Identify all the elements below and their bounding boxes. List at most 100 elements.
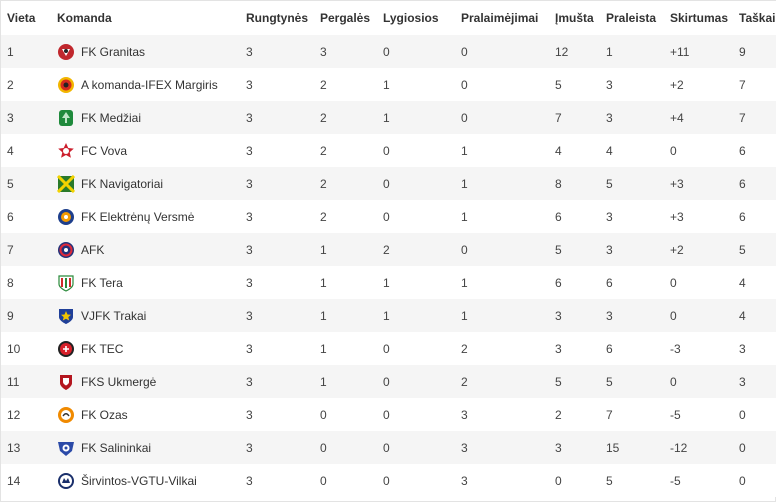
header-drawn[interactable]: Lygiosios (377, 1, 455, 35)
goal-difference-cell: 0 (670, 374, 677, 389)
drawn-cell: 0 (383, 143, 390, 158)
table-row[interactable]: 4 FC Vova 3 2 0 1 4 4 0 6 (1, 134, 776, 167)
drawn-cell: 1 (383, 77, 390, 92)
team-cell: FC Vova (51, 134, 240, 167)
won-cell: 1 (320, 275, 327, 290)
table-row[interactable]: 12 FK Ozas 3 0 0 3 2 7 -5 0 (1, 398, 776, 431)
goals-for-cell: 6 (555, 275, 562, 290)
team-link[interactable]: FK TEC (57, 340, 240, 358)
team-link[interactable]: FK Ozas (57, 406, 240, 424)
goals-for-cell: 5 (555, 77, 562, 92)
table-row[interactable]: 8 FK Tera 3 1 1 1 6 6 0 4 (1, 266, 776, 299)
won-cell: 2 (320, 110, 327, 125)
team-link[interactable]: FK Medžiai (57, 109, 240, 127)
header-team[interactable]: Komanda (51, 1, 240, 35)
played-cell: 3 (246, 440, 253, 455)
lost-cell: 1 (461, 308, 468, 323)
header-goals-against[interactable]: Praleista (600, 1, 664, 35)
team-cell: FK Granitas (51, 35, 240, 68)
team-name: Širvintos-VGTU-Vilkai (81, 473, 197, 488)
team-name: FK Granitas (81, 44, 146, 59)
played-cell: 3 (246, 77, 253, 92)
team-cell: AFK (51, 233, 240, 266)
lost-cell: 0 (461, 242, 468, 257)
team-link[interactable]: FK Tera (57, 274, 240, 292)
goals-for-cell: 8 (555, 176, 562, 191)
team-cell: Širvintos-VGTU-Vilkai (51, 464, 240, 497)
header-points[interactable]: Taškai (733, 1, 776, 35)
position-cell: 3 (7, 110, 14, 125)
team-link[interactable]: AFK (57, 241, 240, 259)
goal-difference-cell: -5 (670, 473, 681, 488)
header-lost[interactable]: Pralaimėjimai (455, 1, 549, 35)
team-name: FK TEC (81, 341, 124, 356)
table-row[interactable]: 9 VJFK Trakai 3 1 1 1 3 3 0 4 (1, 299, 776, 332)
goal-difference-cell: 0 (670, 275, 677, 290)
drawn-cell: 1 (383, 308, 390, 323)
played-cell: 3 (246, 242, 253, 257)
team-link[interactable]: FK Granitas (57, 43, 240, 61)
header-played[interactable]: Rungtynės (240, 1, 314, 35)
team-name: FK Navigatoriai (81, 176, 164, 191)
points-cell: 3 (739, 374, 746, 389)
team-link[interactable]: FKS Ukmergė (57, 373, 240, 391)
goals-against-cell: 4 (606, 143, 613, 158)
lost-cell: 0 (461, 110, 468, 125)
header-pos[interactable]: Vieta (1, 1, 51, 35)
table-row[interactable]: 13 FK Salininkai 3 0 0 3 3 15 -12 0 (1, 431, 776, 464)
team-link[interactable]: FK Salininkai (57, 439, 240, 457)
team-name: FK Tera (81, 275, 123, 290)
table-row[interactable]: 14 Širvintos-VGTU-Vilkai 3 0 0 3 0 5 -5 0 (1, 464, 776, 497)
goal-difference-cell: 0 (670, 308, 677, 323)
drawn-cell: 1 (383, 110, 390, 125)
table-row[interactable]: 2 A komanda-IFEX Margiris 3 2 1 0 5 3 +2 7 (1, 68, 776, 101)
goals-for-cell: 2 (555, 407, 562, 422)
team-link[interactable]: FK Elektrėnų Versmė (57, 208, 240, 226)
header-won[interactable]: Pergalės (314, 1, 377, 35)
goal-difference-cell: +3 (670, 209, 684, 224)
goal-difference-cell: +2 (670, 77, 684, 92)
points-cell: 6 (739, 143, 746, 158)
team-link[interactable]: FC Vova (57, 142, 240, 160)
table-row[interactable]: 6 FK Elektrėnų Versmė 3 2 0 1 6 3 +3 6 (1, 200, 776, 233)
won-cell: 2 (320, 77, 327, 92)
team-cell: FKS Ukmergė (51, 365, 240, 398)
won-cell: 0 (320, 407, 327, 422)
salininkai-crest-icon (57, 439, 75, 457)
table-row[interactable]: 11 FKS Ukmergė 3 1 0 2 5 5 0 3 (1, 365, 776, 398)
played-cell: 3 (246, 44, 253, 59)
lost-cell: 0 (461, 77, 468, 92)
goals-against-cell: 5 (606, 473, 613, 488)
position-cell: 8 (7, 275, 14, 290)
team-link[interactable]: A komanda-IFEX Margiris (57, 76, 240, 94)
team-name: FKS Ukmergė (81, 374, 157, 389)
points-cell: 3 (739, 341, 746, 356)
team-name: VJFK Trakai (81, 308, 147, 323)
goals-against-cell: 5 (606, 176, 613, 191)
table-row[interactable]: 10 FK TEC 3 1 0 2 3 6 -3 3 (1, 332, 776, 365)
table-row[interactable]: 1 FK Granitas 3 3 0 0 12 1 +11 9 (1, 35, 776, 68)
won-cell: 0 (320, 440, 327, 455)
position-cell: 2 (7, 77, 14, 92)
team-link[interactable]: Širvintos-VGTU-Vilkai (57, 472, 240, 490)
header-goal-difference[interactable]: Skirtumas (664, 1, 733, 35)
played-cell: 3 (246, 110, 253, 125)
points-cell: 0 (739, 407, 746, 422)
team-cell: A komanda-IFEX Margiris (51, 68, 240, 101)
position-cell: 4 (7, 143, 14, 158)
position-cell: 9 (7, 308, 14, 323)
team-link[interactable]: VJFK Trakai (57, 307, 240, 325)
team-link[interactable]: FK Navigatoriai (57, 174, 240, 193)
team-cell: FK Medžiai (51, 101, 240, 134)
table-row[interactable]: 7 AFK 3 1 2 0 5 3 +2 5 (1, 233, 776, 266)
ozas-crest-icon (57, 406, 75, 424)
lost-cell: 2 (461, 341, 468, 356)
points-cell: 0 (739, 440, 746, 455)
team-cell: FK TEC (51, 332, 240, 365)
tec-crest-icon (57, 340, 75, 358)
points-cell: 7 (739, 77, 746, 92)
won-cell: 0 (320, 473, 327, 488)
table-row[interactable]: 5 FK Navigatoriai 3 2 0 1 8 5 +3 6 (1, 167, 776, 200)
table-row[interactable]: 3 FK Medžiai 3 2 1 0 7 3 +4 7 (1, 101, 776, 134)
header-goals-for[interactable]: Įmušta (549, 1, 600, 35)
